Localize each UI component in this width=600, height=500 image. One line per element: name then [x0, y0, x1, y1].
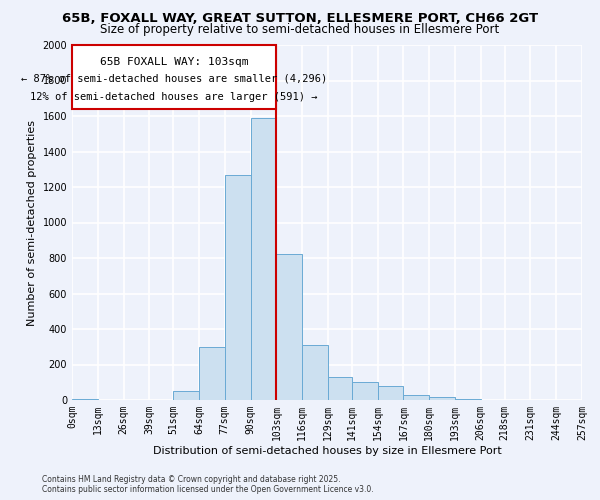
Text: 65B FOXALL WAY: 103sqm: 65B FOXALL WAY: 103sqm: [100, 56, 248, 66]
Bar: [403, 394, 429, 400]
Bar: [352, 382, 377, 400]
Bar: [429, 398, 455, 400]
Text: 12% of semi-detached houses are larger (591) →: 12% of semi-detached houses are larger (…: [31, 92, 318, 102]
Bar: [377, 386, 403, 400]
Bar: [277, 254, 302, 400]
Text: Size of property relative to semi-detached houses in Ellesmere Port: Size of property relative to semi-detach…: [100, 22, 500, 36]
Text: Contains HM Land Registry data © Crown copyright and database right 2025.
Contai: Contains HM Land Registry data © Crown c…: [42, 474, 374, 494]
Text: 65B, FOXALL WAY, GREAT SUTTON, ELLESMERE PORT, CH66 2GT: 65B, FOXALL WAY, GREAT SUTTON, ELLESMERE…: [62, 12, 538, 26]
Bar: [251, 118, 277, 400]
X-axis label: Distribution of semi-detached houses by size in Ellesmere Port: Distribution of semi-detached houses by …: [152, 446, 502, 456]
Bar: [173, 391, 199, 400]
Y-axis label: Number of semi-detached properties: Number of semi-detached properties: [27, 120, 37, 326]
Text: ← 87% of semi-detached houses are smaller (4,296): ← 87% of semi-detached houses are smalle…: [21, 73, 328, 83]
Bar: [302, 345, 328, 400]
Bar: [225, 174, 251, 400]
Bar: [72, 45, 277, 109]
Bar: [199, 347, 225, 400]
Bar: [455, 399, 481, 400]
Bar: [328, 377, 352, 400]
